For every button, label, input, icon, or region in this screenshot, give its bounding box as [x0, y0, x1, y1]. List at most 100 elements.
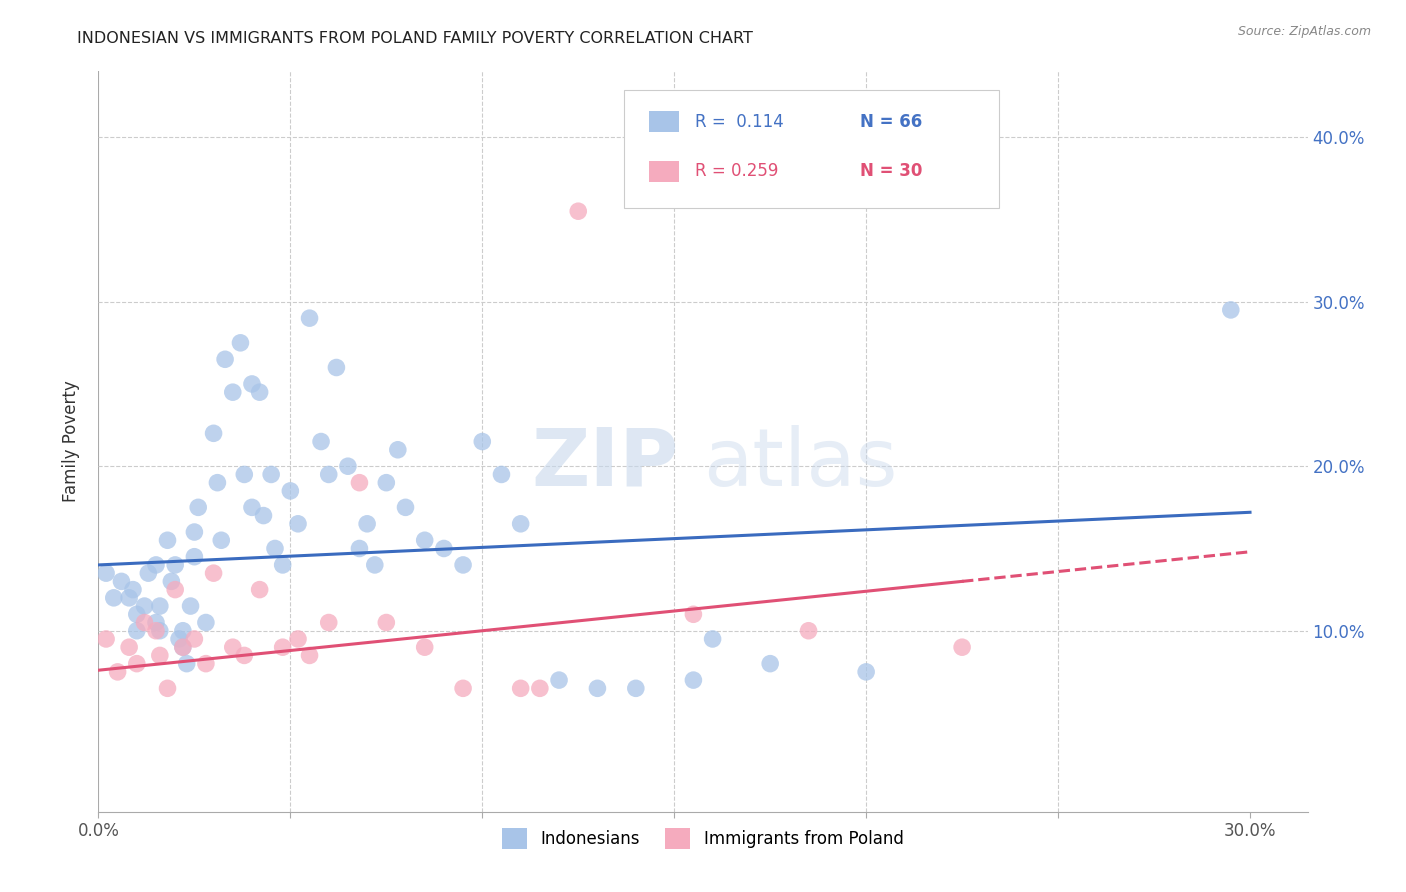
Point: [187, 500, 209, 515]
Text: R =  0.114: R = 0.114: [695, 112, 783, 131]
Bar: [648, 161, 679, 182]
Point: [222, 385, 245, 400]
Point: [183, 524, 205, 539]
Point: [336, 459, 359, 474]
Point: [950, 640, 973, 655]
Point: [586, 681, 609, 696]
Point: [165, 558, 187, 572]
Point: [149, 624, 172, 638]
Point: [194, 657, 217, 671]
Point: [529, 681, 551, 696]
Point: [172, 640, 194, 655]
Point: [176, 657, 198, 671]
Text: atlas: atlas: [703, 425, 897, 503]
Point: [624, 681, 647, 696]
Point: [318, 467, 340, 482]
Point: [233, 648, 256, 663]
Point: [682, 673, 704, 687]
Point: [387, 442, 409, 457]
Point: [165, 582, 187, 597]
Point: [167, 632, 190, 646]
Point: [413, 640, 436, 655]
Point: [394, 500, 416, 515]
Point: [160, 574, 183, 589]
Text: INDONESIAN VS IMMIGRANTS FROM POLAND FAMILY POVERTY CORRELATION CHART: INDONESIAN VS IMMIGRANTS FROM POLAND FAM…: [77, 31, 754, 46]
Text: N = 30: N = 30: [860, 162, 922, 180]
Point: [287, 516, 309, 531]
Point: [183, 632, 205, 646]
Point: [451, 558, 474, 572]
Point: [280, 483, 302, 498]
Point: [271, 558, 294, 572]
Legend: Indonesians, Immigrants from Poland: Indonesians, Immigrants from Poland: [496, 822, 910, 855]
Point: [134, 599, 156, 613]
Point: [145, 558, 167, 572]
FancyBboxPatch shape: [624, 90, 1000, 209]
Point: [471, 434, 494, 449]
Point: [202, 566, 225, 581]
Point: [149, 599, 172, 613]
Point: [103, 591, 125, 605]
Point: [209, 533, 232, 548]
Point: [222, 640, 245, 655]
Point: [249, 582, 271, 597]
Point: [94, 566, 117, 581]
Point: [252, 508, 274, 523]
Text: R = 0.259: R = 0.259: [695, 162, 778, 180]
Point: [240, 500, 263, 515]
Point: [172, 640, 194, 655]
Point: [356, 516, 378, 531]
Point: [298, 311, 321, 326]
Point: [451, 681, 474, 696]
Point: [118, 591, 141, 605]
Point: [180, 599, 202, 613]
Point: [134, 615, 156, 630]
Point: [491, 467, 513, 482]
Point: [413, 533, 436, 548]
Point: [682, 607, 704, 622]
Point: [1219, 302, 1241, 317]
Y-axis label: Family Poverty: Family Poverty: [62, 381, 80, 502]
Point: [172, 624, 194, 638]
Point: [375, 475, 398, 490]
Point: [136, 566, 159, 581]
Point: [122, 582, 145, 597]
Point: [125, 624, 148, 638]
Point: [229, 335, 252, 350]
Point: [702, 632, 724, 646]
Point: [145, 615, 167, 630]
Text: Source: ZipAtlas.com: Source: ZipAtlas.com: [1237, 25, 1371, 38]
Point: [260, 467, 283, 482]
Point: [125, 657, 148, 671]
Point: [125, 607, 148, 622]
Text: N = 66: N = 66: [860, 112, 922, 131]
Point: [298, 648, 321, 663]
Point: [156, 533, 179, 548]
Point: [107, 665, 129, 679]
Point: [207, 475, 229, 490]
Point: [183, 549, 205, 564]
Point: [567, 204, 589, 219]
Point: [264, 541, 287, 556]
Point: [325, 360, 347, 375]
Point: [349, 475, 371, 490]
Point: [94, 632, 117, 646]
Point: [548, 673, 571, 687]
Point: [509, 681, 531, 696]
Point: [149, 648, 172, 663]
Point: [287, 632, 309, 646]
Point: [433, 541, 456, 556]
Point: [318, 615, 340, 630]
Text: ZIP: ZIP: [531, 425, 679, 503]
Point: [364, 558, 387, 572]
Point: [145, 624, 167, 638]
Point: [349, 541, 371, 556]
Point: [118, 640, 141, 655]
Point: [797, 624, 820, 638]
Point: [202, 426, 225, 441]
Point: [509, 516, 531, 531]
Bar: [648, 112, 679, 132]
Point: [156, 681, 179, 696]
Point: [271, 640, 294, 655]
Point: [759, 657, 782, 671]
